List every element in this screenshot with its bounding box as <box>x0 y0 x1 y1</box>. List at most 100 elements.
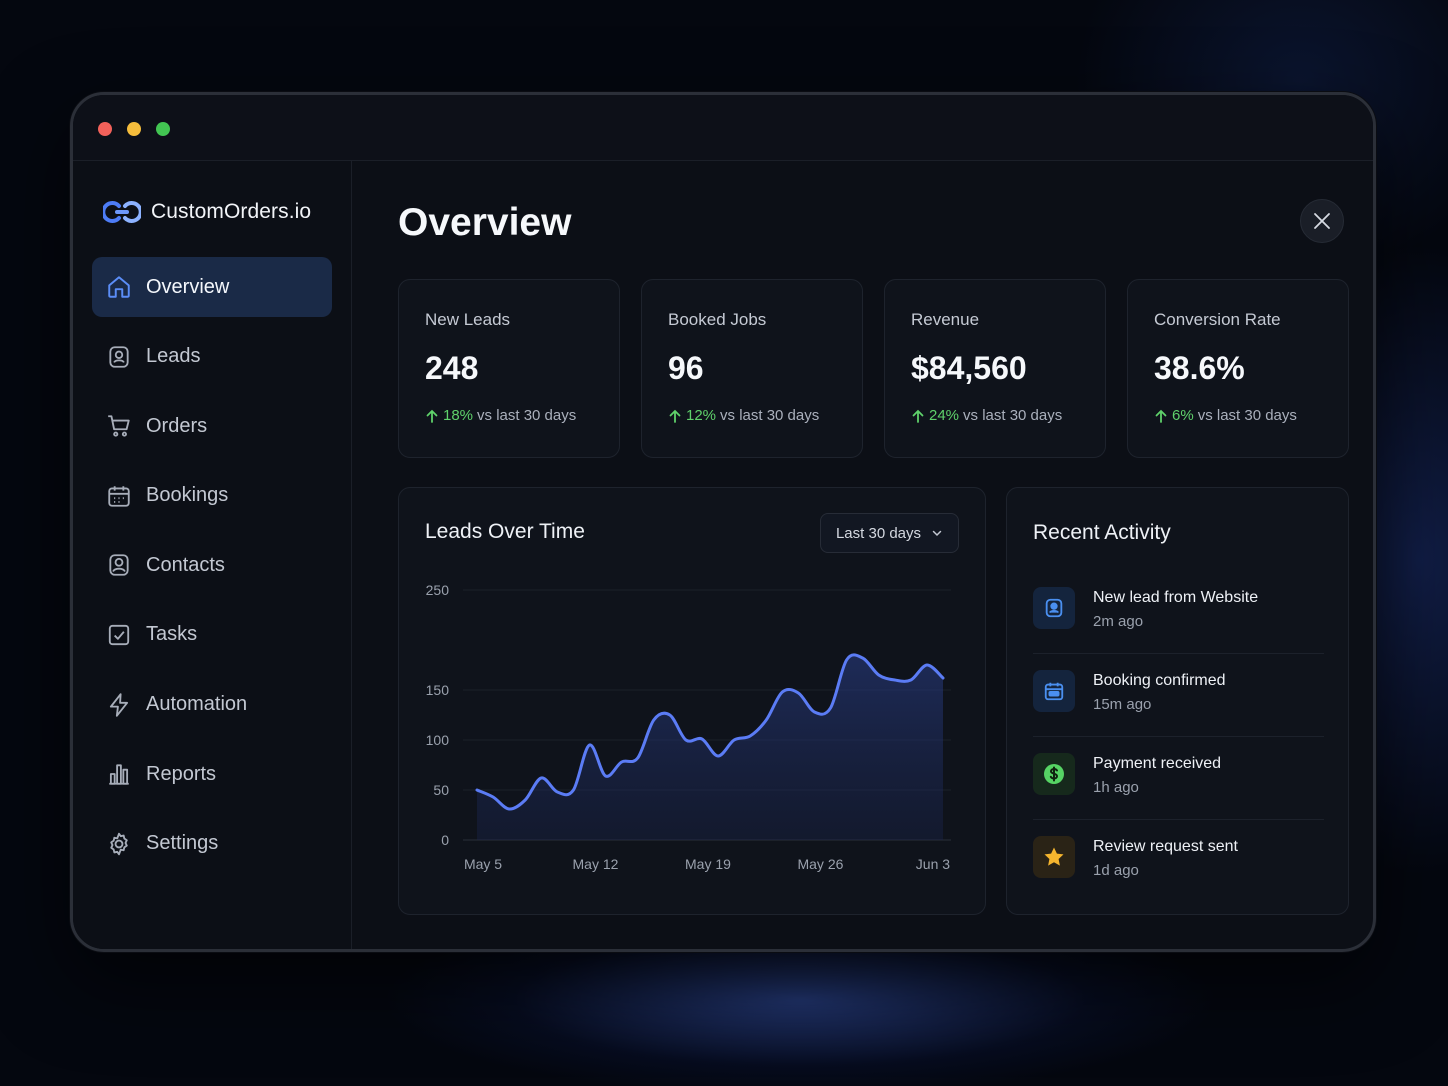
x-tick-label: Jun 3 <box>916 856 950 872</box>
leads-chart-card: Leads Over Time Last 30 days 0 50 100 150 25… <box>398 487 986 915</box>
bar-chart-icon <box>109 764 129 785</box>
sidebar-item-overview[interactable]: Overview <box>92 257 332 317</box>
stat-label: New Leads <box>425 310 511 329</box>
calendar-icon <box>1044 682 1064 701</box>
stat-card-conversion-rate[interactable]: Conversion Rate 38.6% 6% vs last 30 days <box>1127 279 1349 458</box>
sidebar-item-contacts[interactable]: Contacts <box>92 535 332 595</box>
y-tick-label: 0 <box>441 832 449 848</box>
chart-data-point <box>829 707 832 709</box>
calendar-icon <box>108 486 130 507</box>
chart-data-point <box>620 761 623 763</box>
stat-value: 96 <box>668 350 704 386</box>
chart-data-point <box>749 735 751 737</box>
maximize-window-button[interactable] <box>156 122 170 136</box>
stat-label: Conversion Rate <box>1154 310 1281 329</box>
stat-card-new-leads[interactable]: New Leads 248 18% vs last 30 days <box>398 279 620 458</box>
chart-data-point <box>765 719 768 721</box>
arrow-up-icon <box>912 409 924 423</box>
chart-data-point <box>669 714 671 716</box>
activity-item-time: 2m ago <box>1093 613 1144 630</box>
sidebar-item-label: Orders <box>146 414 208 437</box>
activity-item[interactable]: Review request sent 1d ago <box>1033 820 1324 903</box>
delta-suffix: vs last 30 days <box>477 407 577 424</box>
sidebar-item-label: Tasks <box>146 623 198 646</box>
x-tick-label: May 26 <box>797 856 843 872</box>
sidebar-item-label: Reports <box>146 762 217 785</box>
close-window-button[interactable] <box>98 122 112 136</box>
chart-data-point <box>588 744 591 746</box>
home-icon <box>108 276 130 298</box>
activity-item[interactable]: New lead from Website 2m ago <box>1033 571 1324 654</box>
stat-card-revenue[interactable]: Revenue $84,560 24% vs last 30 days <box>884 279 1106 458</box>
delta-percent: 18% <box>443 407 474 424</box>
chart-data-point <box>942 677 944 679</box>
chart-data-point <box>524 799 527 801</box>
star-icon <box>1044 847 1064 866</box>
activity-item[interactable]: Payment received 1h ago <box>1033 737 1324 820</box>
stats-row: New Leads 248 18% vs last 30 days Booked… <box>398 279 1349 458</box>
x-tick-label: May 12 <box>573 856 619 872</box>
chart-data-point <box>556 791 559 793</box>
sidebar-item-leads[interactable]: Leads <box>92 327 332 387</box>
chart-area <box>477 654 943 840</box>
page-title: Overview <box>398 201 572 244</box>
activity-item-time: 15m ago <box>1093 696 1152 713</box>
stat-value: $84,560 <box>911 350 1027 386</box>
stat-delta: 18% vs last 30 days <box>425 407 576 424</box>
y-tick-label: 100 <box>426 732 450 748</box>
stat-value: 38.6% <box>1154 350 1245 386</box>
chart-data-point <box>910 679 912 681</box>
main-content: Overview New Leads 248 18% vs last 30 da… <box>352 161 1373 949</box>
minimize-window-button[interactable] <box>127 122 141 136</box>
sidebar-item-automation[interactable]: Automation <box>92 675 332 735</box>
close-button[interactable] <box>1300 199 1344 243</box>
sidebar-item-label: Leads <box>146 345 201 368</box>
close-icon <box>1314 213 1330 229</box>
chart-data-point <box>476 789 478 791</box>
brand[interactable]: CustomOrders.io <box>103 199 311 225</box>
sidebar: CustomOrders.io Overview Leads Orders Bo… <box>73 161 352 949</box>
user-badge-icon <box>109 345 129 368</box>
activity-item-time: 1d ago <box>1093 862 1139 879</box>
chart-series-line <box>475 653 945 811</box>
sidebar-item-bookings[interactable]: Bookings <box>92 466 332 526</box>
arrow-up-icon <box>426 409 438 423</box>
chart-data-point <box>733 739 735 741</box>
activity-list: New lead from Website 2m ago Booking con… <box>1033 571 1324 903</box>
stat-delta: 24% vs last 30 days <box>911 407 1062 424</box>
chart-data-point <box>492 796 494 798</box>
chevron-down-icon <box>932 530 942 537</box>
delta-suffix: vs last 30 days <box>720 407 820 424</box>
sidebar-item-label: Bookings <box>146 484 229 507</box>
leads-chart: 0 50 100 150 250 May 5 May 12 May 19 May 26 Jun … <box>426 582 951 872</box>
chart-data-point <box>717 755 719 757</box>
brand-name: CustomOrders.io <box>151 200 312 223</box>
chart-data-point <box>797 692 800 694</box>
activity-item[interactable]: Booking confirmed 15m ago <box>1033 654 1324 737</box>
y-tick-label: 250 <box>426 582 450 598</box>
chart-data-point <box>685 739 687 741</box>
delta-percent: 24% <box>929 407 960 424</box>
logo-icon <box>103 201 141 223</box>
sidebar-item-label: Contacts <box>146 553 225 576</box>
sidebar-item-tasks[interactable]: Tasks <box>92 605 332 665</box>
user-badge-icon <box>1045 598 1063 618</box>
title-bar <box>73 95 1373 161</box>
stat-card-booked-jobs[interactable]: Booked Jobs 96 12% vs last 30 days <box>641 279 863 458</box>
activity-title: Recent Activity <box>1033 521 1171 544</box>
chart-data-point <box>636 757 639 759</box>
range-dropdown-value: Last 30 days <box>835 524 922 542</box>
sidebar-item-reports[interactable]: Reports <box>92 744 332 804</box>
range-dropdown[interactable]: Last 30 days <box>820 513 959 553</box>
app-window: CustomOrders.io Overview Leads Orders Bo… <box>70 92 1376 952</box>
checkbox-icon <box>108 624 130 646</box>
stat-label: Revenue <box>911 310 980 329</box>
contacts-icon <box>109 554 129 577</box>
delta-suffix: vs last 30 days <box>963 407 1063 424</box>
arrow-up-icon <box>1155 409 1167 423</box>
sidebar-item-orders[interactable]: Orders <box>92 396 332 456</box>
activity-item-title: Booking confirmed <box>1093 672 1226 689</box>
chart-data-point <box>877 674 880 676</box>
sidebar-item-settings[interactable]: Settings <box>92 814 332 874</box>
chart-data-point <box>540 777 543 779</box>
